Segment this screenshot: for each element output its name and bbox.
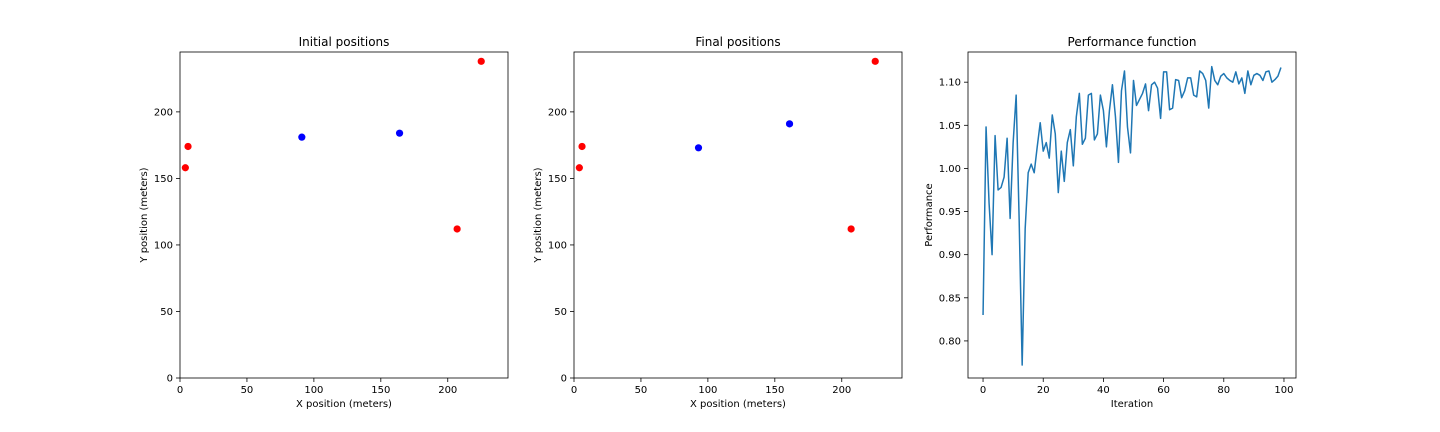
chart-title: Final positions	[695, 35, 780, 49]
x-tick-label: 150	[765, 385, 784, 396]
y-tick-label: 1.10	[939, 78, 961, 89]
scatter-point	[184, 142, 192, 151]
y-tick-label: 0.90	[939, 250, 961, 261]
chart-title: Performance function	[1068, 35, 1197, 49]
y-tick-label: 200	[154, 107, 173, 118]
y-tick-label: 1.05	[939, 121, 961, 132]
scatter-point	[578, 142, 586, 151]
x-tick-label: 50	[241, 385, 254, 396]
y-tick-label: 100	[548, 240, 567, 251]
y-tick-label: 0.80	[939, 336, 961, 347]
scatter-point	[181, 164, 189, 172]
y-tick-label: 0.85	[939, 293, 961, 304]
y-tick-label: 100	[154, 240, 173, 251]
x-tick-label: 100	[304, 385, 323, 396]
x-tick-label: 100	[1274, 385, 1293, 396]
x-tick-label: 60	[1157, 385, 1170, 396]
x-tick-label: 200	[438, 385, 457, 396]
initial-positions-chart: Initial positions X position (meters) Y …	[139, 35, 509, 410]
y-tick-label: 50	[554, 307, 567, 318]
y-tick-label: 1.00	[939, 164, 961, 175]
y-axis-label: Y position (meters)	[139, 167, 150, 263]
scatter-point	[575, 164, 583, 172]
plot-frame	[179, 51, 509, 379]
y-tick-label: 150	[154, 174, 173, 185]
y-tick-label: 0	[561, 374, 567, 385]
chart-title: Initial positions	[299, 35, 390, 49]
y-tick-label: 0.95	[939, 207, 961, 218]
y-tick-label: 0	[167, 374, 173, 385]
series-line	[982, 65, 1282, 366]
x-axis-label: X position (meters)	[690, 399, 786, 410]
scatter-point	[871, 57, 879, 65]
scatter-point	[785, 120, 794, 128]
x-tick-label: 0	[980, 385, 986, 396]
plot-frame	[967, 51, 1297, 379]
scatter-point	[298, 133, 306, 141]
x-tick-label: 200	[832, 385, 851, 396]
y-tick-label: 200	[548, 107, 567, 118]
y-tick-label: 50	[160, 307, 173, 318]
x-tick-label: 20	[1037, 385, 1050, 396]
final-positions-chart: Final positions X position (meters) Y po…	[533, 35, 903, 410]
x-axis-label: Iteration	[1111, 399, 1153, 410]
x-tick-label: 150	[371, 385, 390, 396]
plot-frame	[573, 51, 903, 379]
y-axis-label: Y position (meters)	[533, 167, 544, 263]
x-tick-label: 100	[698, 385, 717, 396]
x-tick-label: 0	[571, 385, 577, 396]
y-axis-label: Performance	[924, 183, 935, 246]
y-tick-label: 150	[548, 174, 567, 185]
x-tick-label: 80	[1217, 385, 1230, 396]
x-tick-label: 40	[1097, 385, 1110, 396]
scatter-point	[847, 225, 855, 233]
x-tick-label: 50	[635, 385, 648, 396]
x-axis-label: X position (meters)	[296, 399, 392, 410]
scatter-point	[477, 57, 485, 65]
scatter-point	[453, 225, 461, 233]
scatter-point	[395, 129, 404, 137]
scatter-point	[694, 144, 703, 152]
performance-function-chart: Performance function Iteration Performan…	[924, 35, 1297, 410]
x-tick-label: 0	[177, 385, 183, 396]
